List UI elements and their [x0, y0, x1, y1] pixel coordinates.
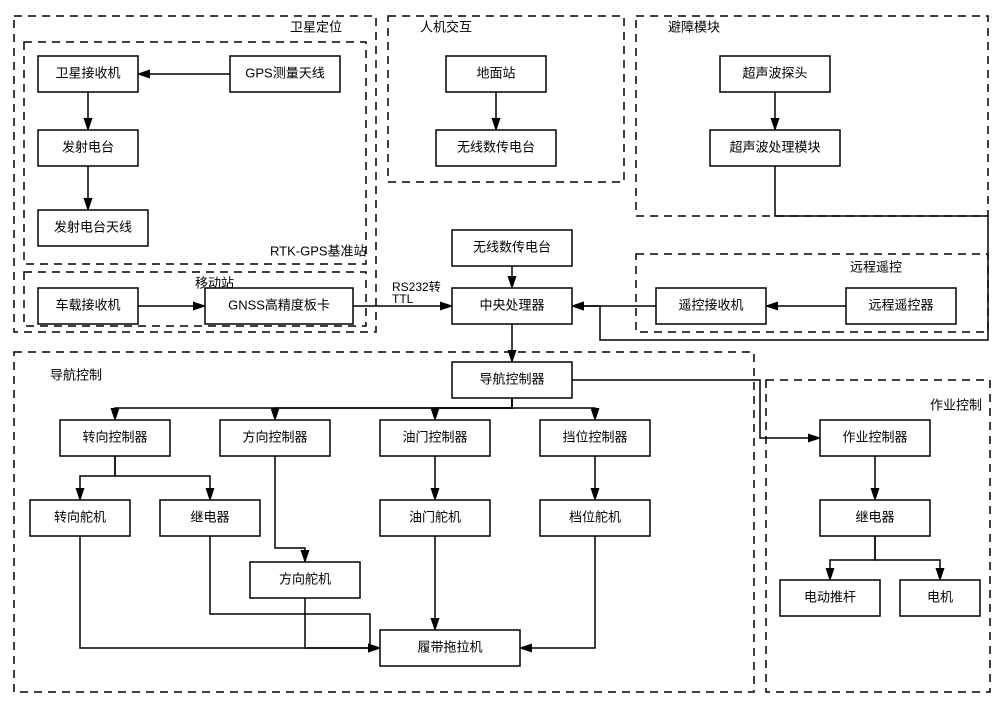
edge-navc-gearc [512, 398, 595, 420]
node-label-motor: 电机 [927, 589, 953, 604]
node-label-rcRx: 遥控接收机 [678, 297, 743, 312]
edge-dirc-dirservo [275, 456, 305, 562]
node-label-ultramod: 超声波处理模块 [729, 139, 820, 154]
annotations-layer: RS232转TTL [392, 279, 441, 306]
node-label-relay1: 继电器 [190, 509, 229, 524]
annotation-1: TTL [392, 292, 414, 306]
node-label-gearservo: 档位舵机 [569, 509, 621, 524]
region-label-remote: 远程遥控 [850, 259, 902, 274]
region-label-obst: 避障模块 [668, 19, 720, 34]
edge-navc-throttlec [435, 398, 512, 420]
node-label-throttlec: 油门控制器 [402, 429, 467, 444]
region-label-satpos: 卫星定位 [290, 19, 342, 34]
node-label-tractor: 履带拖拉机 [417, 639, 482, 654]
node-label-carRx: 车载接收机 [55, 297, 120, 312]
node-label-txradio: 发射电台 [62, 139, 114, 154]
nodes-layer: 卫星接收机 GPS测量天线发射电台发射电台天线车载接收机 GNSS高精度板卡 地面站无… [30, 56, 980, 666]
node-label-dirservo: 方向舵机 [279, 571, 331, 586]
region-label-navctl: 导航控制 [50, 367, 102, 382]
node-label-actuator: 电动推杆 [804, 589, 856, 604]
edge-dirservo-tractor [305, 598, 380, 648]
edge-relay2-motor [875, 536, 940, 580]
node-label-workc: 作业控制器 [842, 429, 907, 444]
node-label-gnss: GNSS高精度板卡 [228, 297, 330, 312]
node-label-ground: 地面站 [476, 65, 515, 80]
region-obst [636, 16, 988, 216]
node-label-steerc: 转向控制器 [82, 429, 147, 444]
node-label-satrx: 卫星接收机 [55, 65, 120, 80]
edge-navc-dirc [275, 398, 512, 420]
node-label-throttleservo: 油门舵机 [409, 509, 461, 524]
diagram-canvas: 卫星定位RTK-GPS基准站移动站人机交互避障模块远程遥控导航控制作业控制 卫星… [0, 0, 1000, 701]
node-label-navc: 导航控制器 [479, 371, 544, 386]
node-label-ultra: 超声波探头 [742, 65, 807, 80]
edge-steerc-relay1 [115, 456, 210, 500]
edge-relay2-actuator [830, 536, 875, 580]
node-label-gpsant: GPS测量天线 [245, 65, 324, 80]
node-label-rcTx: 远程遥控器 [868, 297, 933, 312]
region-label-workctl: 作业控制 [930, 397, 982, 412]
node-label-radioOut: 无线数传电台 [473, 239, 551, 254]
node-label-dirc: 方向控制器 [242, 429, 307, 444]
node-label-cpu: 中央处理器 [479, 297, 544, 312]
node-label-radioIn: 无线数传电台 [457, 139, 535, 154]
node-label-gearc: 挡位控制器 [562, 429, 627, 444]
edge-gearservo-tractor [520, 536, 595, 648]
edge-navc-steerc [115, 398, 512, 420]
region-label-base: RTK-GPS基准站 [270, 243, 367, 258]
node-label-relay2: 继电器 [855, 509, 894, 524]
node-label-txant: 发射电台天线 [54, 219, 132, 234]
region-label-hmi: 人机交互 [420, 19, 472, 34]
node-label-steerservo: 转向舵机 [54, 509, 106, 524]
edge-steerc-steerservo [80, 456, 115, 500]
